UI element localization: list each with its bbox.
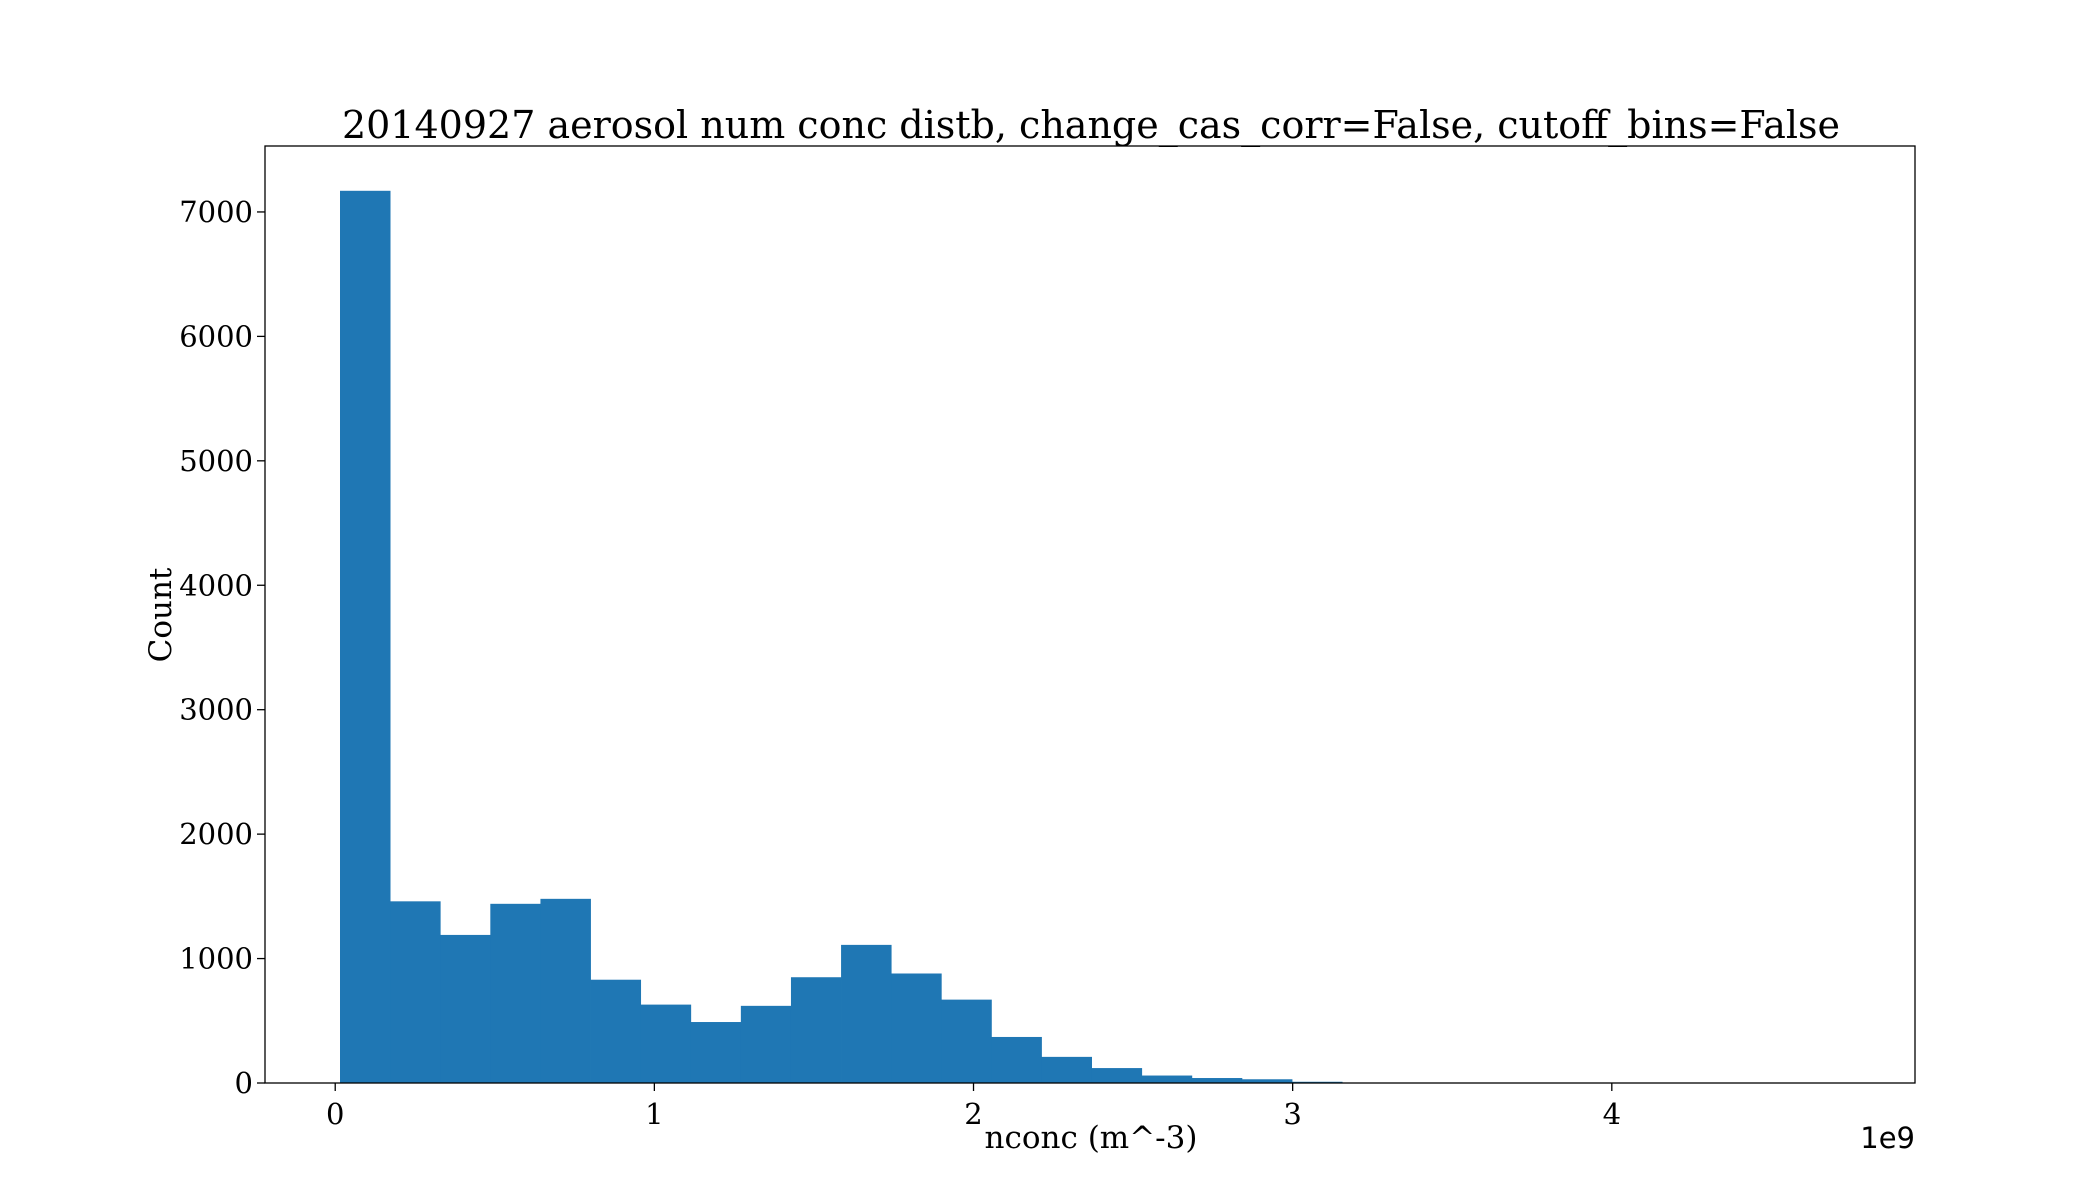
y-axis-label: Count xyxy=(143,567,179,662)
y-tick-label: 1000 xyxy=(179,942,253,976)
histogram-bar xyxy=(490,903,541,1083)
y-tick-label: 5000 xyxy=(179,444,253,478)
y-axis-ticks: 0 1000 2000 3000 4000 5000 6000 7000 xyxy=(179,195,265,1100)
histogram-bars xyxy=(340,190,1844,1083)
x-axis-offset-label: 1e9 xyxy=(1860,1121,1915,1155)
histogram-bar xyxy=(1141,1075,1193,1083)
y-tick-label: 4000 xyxy=(179,568,253,602)
histogram-bar xyxy=(690,1022,742,1083)
histogram-bar xyxy=(1191,1078,1243,1083)
y-tick-label: 6000 xyxy=(179,319,253,353)
histogram-bar xyxy=(340,190,391,1083)
histogram-bar xyxy=(1241,1079,1293,1083)
x-axis-label: nconc (m^-3) xyxy=(985,1120,1198,1156)
histogram-bar xyxy=(390,901,441,1083)
histogram-bar xyxy=(891,973,942,1083)
x-tick-label: 4 xyxy=(1603,1097,1621,1131)
y-tick-label: 0 xyxy=(235,1066,253,1100)
histogram-bar xyxy=(1091,1068,1143,1083)
x-tick-label: 1 xyxy=(645,1097,663,1131)
x-axis-ticks: 0 1 2 3 4 xyxy=(326,1083,1621,1131)
histogram-bar xyxy=(841,944,892,1083)
chart-title: 20140927 aerosol num conc distb, change_… xyxy=(342,103,1840,148)
histogram-bar xyxy=(590,979,642,1083)
histogram-bar xyxy=(740,1005,792,1083)
histogram-bar xyxy=(540,898,591,1083)
y-tick-label: 2000 xyxy=(179,817,253,851)
histogram-bar xyxy=(991,1036,1042,1083)
x-tick-label: 3 xyxy=(1283,1097,1301,1131)
histogram-bar xyxy=(1041,1056,1092,1083)
x-tick-label: 2 xyxy=(964,1097,982,1131)
histogram-bar xyxy=(640,1004,692,1083)
histogram-bar xyxy=(790,977,842,1083)
histogram-bar xyxy=(941,999,992,1083)
y-tick-label: 7000 xyxy=(179,195,253,229)
plot-frame xyxy=(264,145,1916,1084)
histogram-bar xyxy=(440,934,491,1083)
y-tick-label: 3000 xyxy=(179,693,253,727)
x-tick-label: 0 xyxy=(326,1097,344,1131)
